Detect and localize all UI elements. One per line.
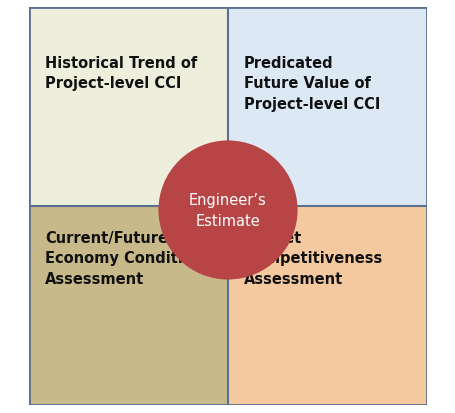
- Text: Historical Trend of
Project-level CCI: Historical Trend of Project-level CCI: [45, 56, 197, 91]
- Text: Predicated
Future Value of
Project-level CCI: Predicated Future Value of Project-level…: [243, 56, 379, 112]
- Bar: [228, 206, 426, 405]
- Bar: [29, 206, 228, 405]
- Bar: [228, 8, 426, 206]
- Text: Market
Competitiveness
Assessment: Market Competitiveness Assessment: [243, 230, 381, 286]
- Text: Engineer’s
Estimate: Engineer’s Estimate: [189, 192, 266, 228]
- Circle shape: [158, 141, 297, 280]
- Text: Current/Future
Economy Condition
Assessment: Current/Future Economy Condition Assessm…: [45, 230, 203, 286]
- Bar: [29, 8, 228, 206]
